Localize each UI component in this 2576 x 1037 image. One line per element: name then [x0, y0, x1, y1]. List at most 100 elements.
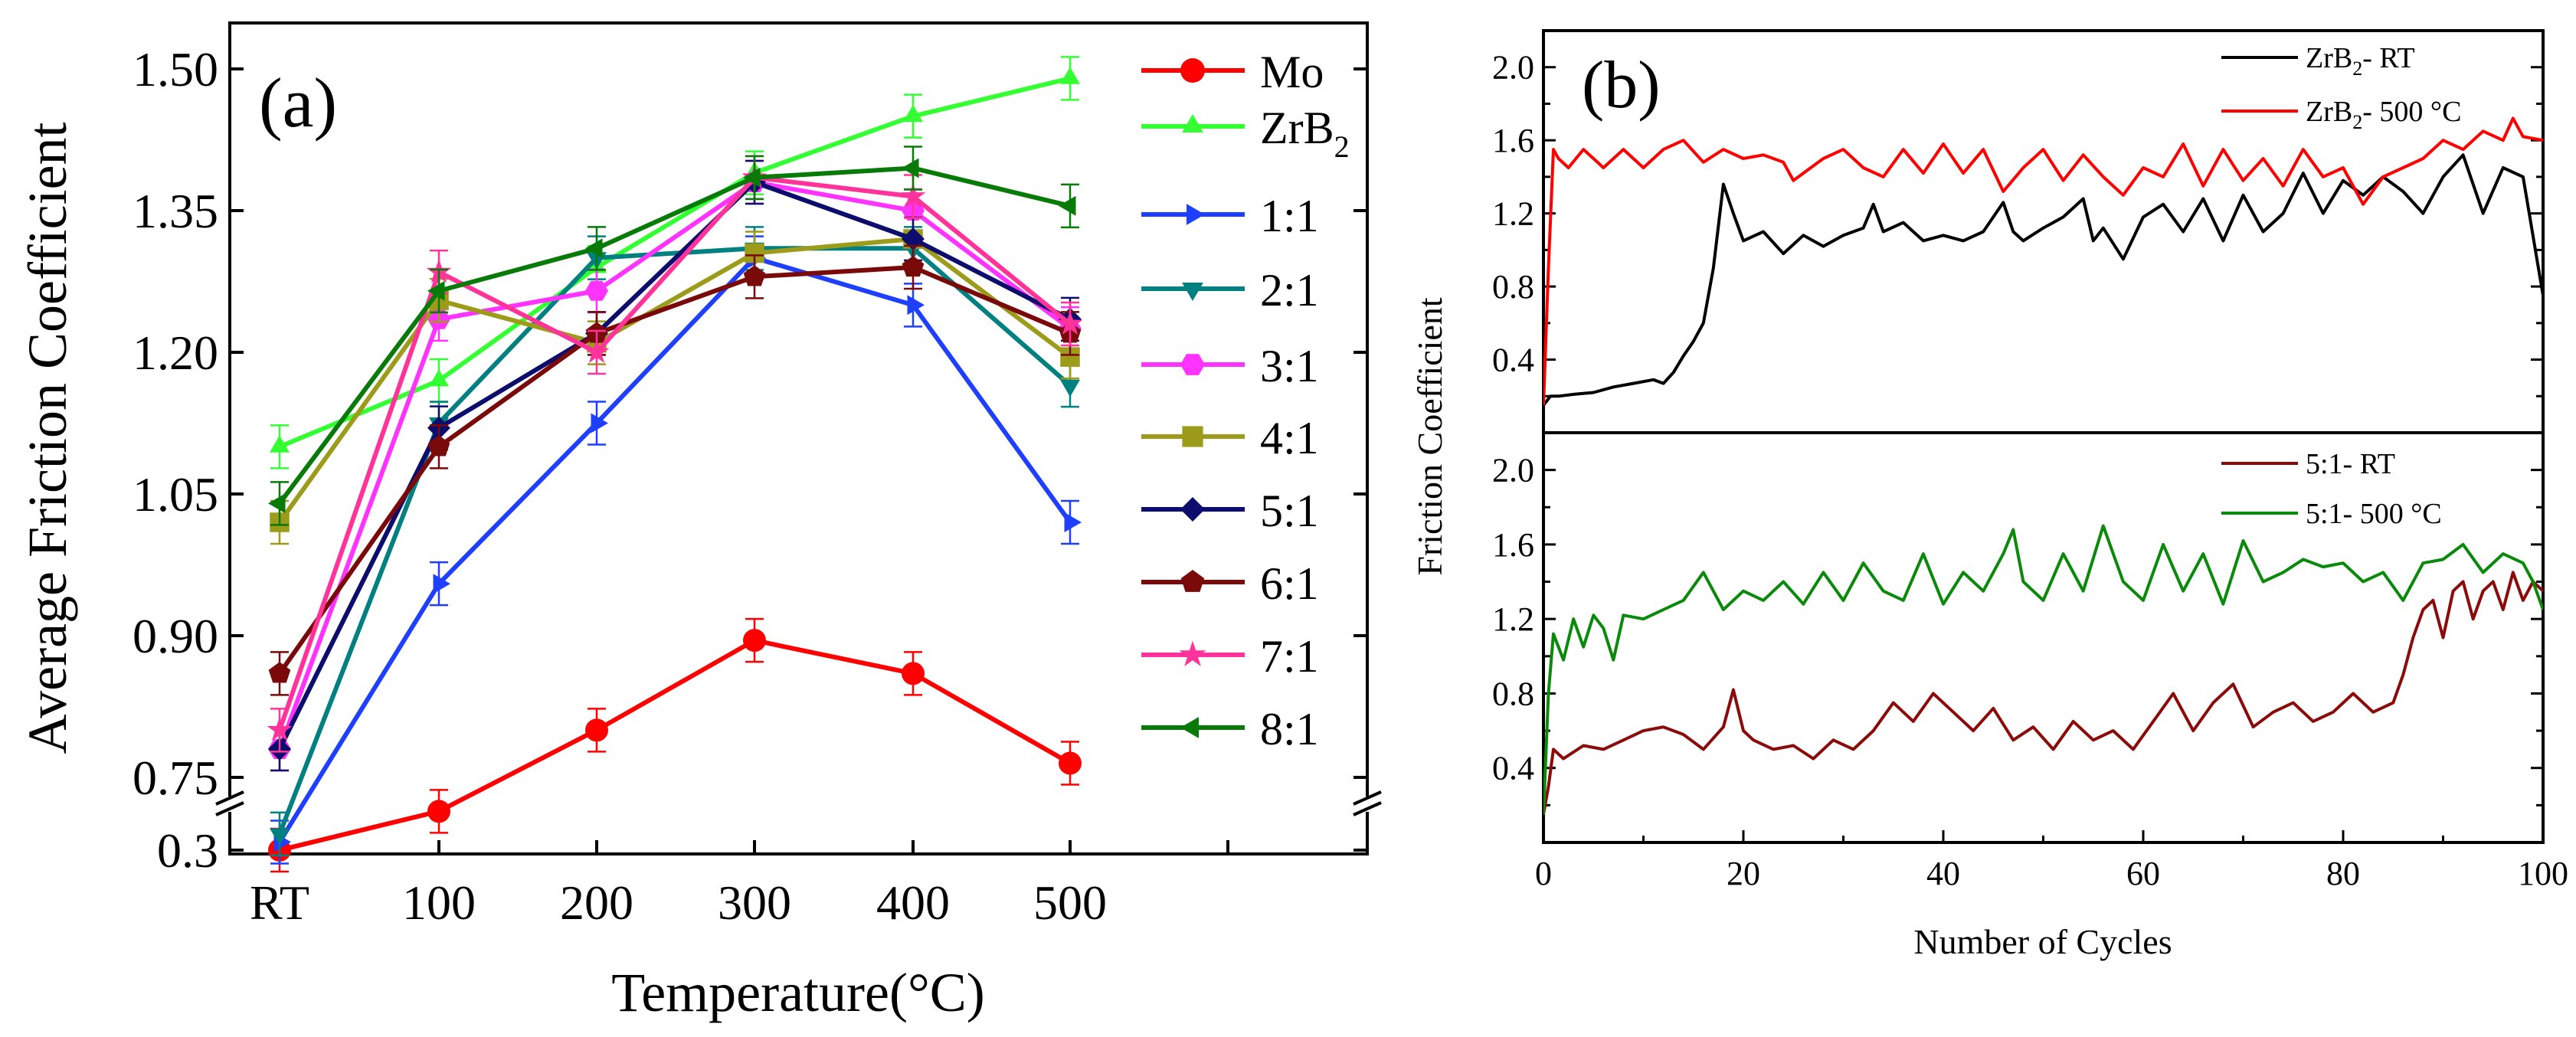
- legend-4-1-marker: [1182, 426, 1203, 447]
- series-1-1-point: [907, 295, 925, 316]
- legend-3-1-label: 3:1: [1260, 341, 1319, 391]
- series-1-1-line: [277, 255, 1072, 843]
- panel-a-label: (a): [259, 64, 337, 142]
- series-zrb2-point: [270, 435, 290, 453]
- series-zrb2-point: [429, 369, 449, 387]
- panel-a-axis-break-right: [1353, 790, 1382, 816]
- series-6-1-point: [268, 662, 291, 683]
- legend-zrb2-500-c-label: ZrB2- 500 °C: [2306, 96, 2461, 133]
- series-8-1-point: [585, 238, 603, 259]
- y-tick-label: 0.4: [1492, 342, 1534, 379]
- panel-a-ylabel: Average Friction Coefficient: [17, 122, 78, 754]
- legend-2-1-marker: [1182, 283, 1203, 301]
- series-8-1-point: [427, 280, 445, 301]
- legend-3-1: 3:1: [1141, 341, 1319, 391]
- series-6-1-line: [277, 265, 1072, 676]
- legend-mo-label: Mo: [1260, 47, 1324, 97]
- y-tick-label: 0.8: [1492, 675, 1534, 712]
- y-tick-label: 1.50: [133, 42, 218, 97]
- y-tick-label: 0.4: [1492, 750, 1534, 787]
- series-8-1-point: [902, 158, 919, 178]
- legend-5-1-rt: 5:1- RT: [2221, 448, 2395, 480]
- series-mo-point: [585, 718, 608, 742]
- x-tick-label: 20: [1727, 855, 1760, 892]
- series-6-1-point: [902, 256, 925, 277]
- series-6-1: [268, 244, 1082, 696]
- legend-zrb2-rt-label: ZrB2- RT: [2306, 42, 2415, 80]
- x-tick-label: 0: [1535, 855, 1552, 892]
- legend-1-1: 1:1: [1141, 191, 1319, 241]
- legend-zrb2-rt-suffix: - RT: [2362, 42, 2414, 74]
- y-tick-label: 1.20: [133, 325, 218, 380]
- series-1-1-point: [1064, 512, 1082, 532]
- series-6-1-point: [743, 265, 766, 286]
- x-tick-label: 100: [402, 875, 476, 930]
- series-2-1: [270, 226, 1080, 857]
- legend-5-1-500-c-label: 5:1- 500 °C: [2306, 498, 2442, 530]
- legend-1-1-label: 1:1: [1260, 191, 1319, 241]
- y-tick-label: 0.8: [1492, 268, 1534, 306]
- panel-a-xlabel: Temperature(°C): [611, 962, 985, 1023]
- x-tick-label: 500: [1033, 875, 1107, 930]
- x-tick-label: 200: [560, 875, 633, 930]
- panel-a-legend: Mo ZrB2 1:1 2:1 3:1 4:1 5:1 6:1 7:1 8:1: [1141, 47, 1350, 754]
- series-5-1-rt-line: [1543, 571, 2543, 815]
- legend-zrb2-500-c-suffix: - 500 °C: [2362, 96, 2461, 128]
- legend-zrb2-subscript: 2: [1334, 129, 1350, 164]
- panel-b-ylabel: Friction Coefficient: [1410, 297, 1449, 575]
- legend-7-1-marker: [1179, 640, 1206, 666]
- series-4-1-line: [277, 237, 1072, 524]
- legend-4-1: 4:1: [1141, 413, 1319, 463]
- series-2-1-point: [1060, 379, 1080, 397]
- legend-zrb2-rt: ZrB2- RT: [2221, 42, 2415, 80]
- x-tick-label: 400: [876, 875, 950, 930]
- series-zrb2-point: [1060, 67, 1080, 84]
- panel-b-friction-vs-cycles: 0.4 0.8 1.2 1.6 2.0 0.4 0.8 1.2 1.6 2.0 0 20 40 60 80…: [1410, 29, 2568, 961]
- y-tick-label: 1.05: [133, 467, 218, 522]
- legend-zrb2-500-c-subscript: 2: [2352, 111, 2362, 133]
- series-8-1-point: [743, 167, 761, 188]
- series-6-1-point: [427, 435, 450, 456]
- legend-zrb2-marker: [1182, 114, 1203, 132]
- panel-a-axes-frame: [228, 21, 1369, 855]
- series-1-1-point: [591, 413, 608, 433]
- y-tick-label: 0.90: [133, 609, 218, 663]
- series-mo-point: [743, 629, 766, 653]
- series-7-1-line: [277, 175, 1072, 731]
- legend-8-1-marker: [1180, 717, 1199, 738]
- series-mo-point: [902, 662, 925, 685]
- panel-b-top-series: [1543, 116, 2543, 407]
- x-tick-label: 60: [2126, 855, 2160, 892]
- legend-2-1-label: 2:1: [1260, 265, 1319, 316]
- series-2-1-line: [277, 246, 1072, 835]
- legend-6-1-label: 6:1: [1260, 558, 1319, 609]
- legend-5-1-marker: [1180, 497, 1205, 522]
- y-tick-label: 1.35: [133, 184, 218, 238]
- legend-5-1-500-c: 5:1- 500 °C: [2221, 498, 2442, 530]
- series-3-1-point: [585, 280, 608, 301]
- y-tick-label: 1.2: [1492, 600, 1534, 638]
- series-7-1-point: [584, 339, 610, 363]
- legend-mo: Mo: [1141, 47, 1324, 97]
- series-mo: [268, 617, 1082, 873]
- x-tick-label: RT: [250, 875, 309, 930]
- panel-b-y-ticks: 0.4 0.8 1.2 1.6 2.0 0.4 0.8 1.2 1.6 2.0: [1492, 49, 2543, 806]
- y-tick-label: 1.6: [1492, 526, 1534, 564]
- series-7-1-point: [1057, 310, 1083, 335]
- panel-a-series: [267, 56, 1083, 873]
- panel-a-friction-vs-temperature: 0.3 0.75 0.90 1.05 1.20 1.35 1.50 RT 100 200 300 4…: [17, 21, 1382, 1023]
- series-5-1-point: [902, 227, 925, 250]
- series-8-1-point: [268, 493, 286, 514]
- series-7-1-point: [267, 717, 293, 741]
- legend-6-1: 6:1: [1141, 558, 1319, 609]
- panel-a-axis-break-left: [215, 790, 244, 816]
- series-1-1-point: [433, 574, 450, 594]
- legend-7-1-label: 7:1: [1260, 631, 1319, 682]
- series-mo-line: [279, 638, 1072, 852]
- panel-b-x-ticks: 0 20 40 60 80 100: [1535, 830, 2568, 892]
- series-2-1-point: [270, 828, 290, 846]
- legend-6-1-marker: [1180, 570, 1205, 592]
- panel-b-xlabel: Number of Cycles: [1913, 922, 2172, 961]
- panel-b-legend: ZrB2- RT ZrB2- 500 °C 5:1- RT 5:1- 500 °C: [2221, 42, 2461, 530]
